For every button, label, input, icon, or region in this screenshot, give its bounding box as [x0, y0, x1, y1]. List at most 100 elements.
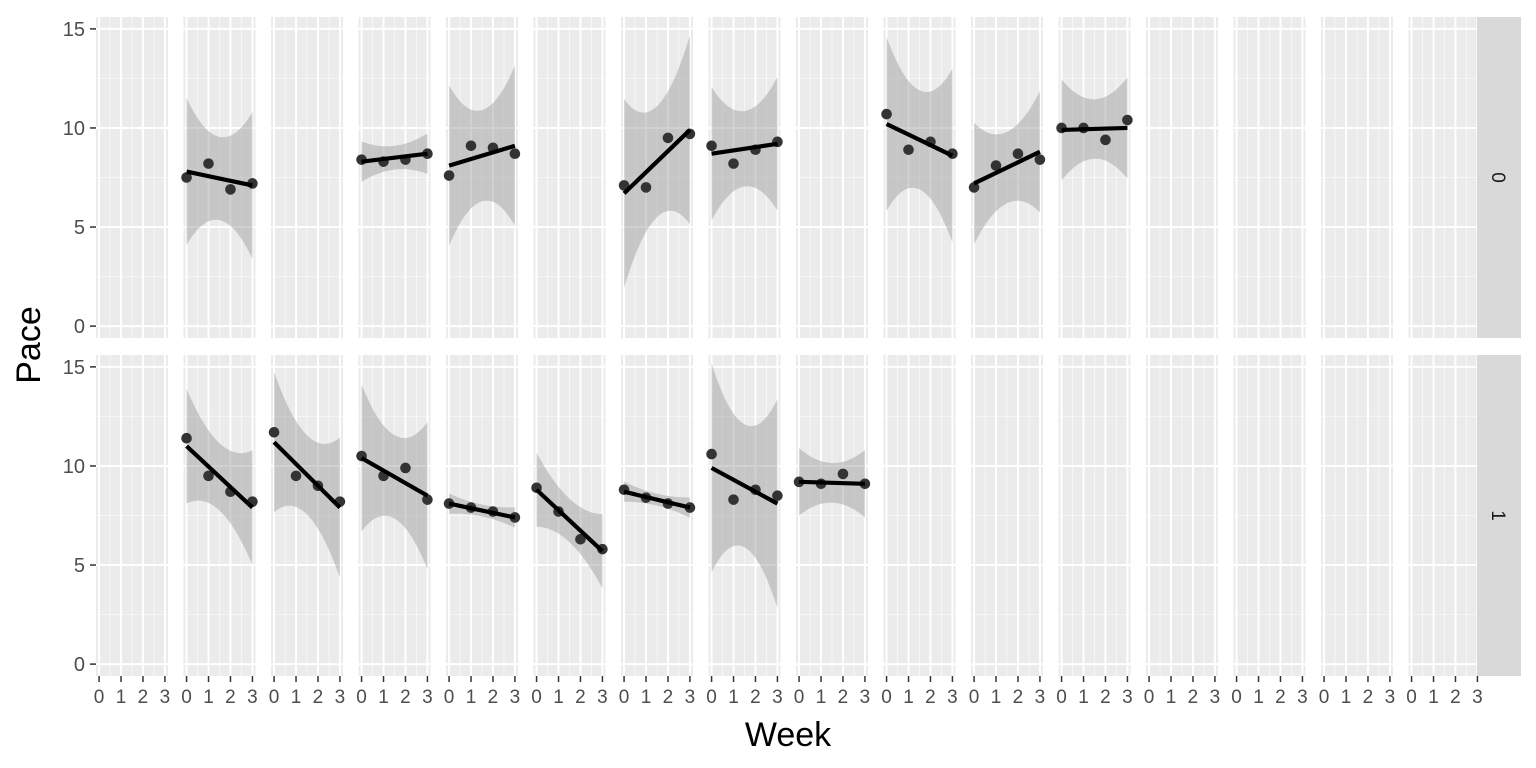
- data-point: [968, 182, 980, 193]
- facet-panel: [1321, 17, 1393, 338]
- y-tick-label: 15: [63, 19, 85, 41]
- data-point: [903, 144, 914, 156]
- data-point: [881, 108, 892, 120]
- x-tick-label: 1: [466, 687, 477, 708]
- x-tick-label: 1: [1078, 687, 1089, 708]
- regression-line: [1061, 125, 1128, 133]
- x-tick-label: 1: [1166, 687, 1177, 708]
- facet-panel: [181, 355, 258, 676]
- x-tick-label: 0: [706, 687, 717, 708]
- row-strip: [1477, 355, 1521, 676]
- x-tick-label: 0: [794, 687, 805, 708]
- x-tick-label: 1: [378, 687, 389, 708]
- y-tick-label: 15: [63, 357, 85, 379]
- x-tick-label: 1: [1341, 687, 1352, 708]
- x-tick-label: 2: [750, 687, 761, 708]
- x-tick-label: 3: [510, 687, 521, 708]
- x-tick-label: 0: [619, 687, 630, 708]
- x-tick-label: 2: [1450, 687, 1461, 708]
- data-point: [662, 132, 674, 144]
- facet-panel: [881, 17, 958, 338]
- facet-panel: [1058, 355, 1131, 676]
- x-tick-label: 2: [663, 687, 674, 708]
- facet-panel: [618, 355, 696, 676]
- x-tick-label: 2: [1100, 687, 1111, 708]
- x-tick-label: 0: [881, 687, 892, 708]
- x-tick-label: 3: [1210, 687, 1221, 708]
- x-tick-label: 2: [575, 687, 586, 708]
- x-tick-label: 1: [553, 687, 564, 708]
- x-tick-label: 0: [531, 687, 542, 708]
- facet-panel: [1056, 17, 1133, 338]
- facet-panel: [356, 355, 433, 676]
- x-tick-label: 2: [1363, 687, 1374, 708]
- data-point: [859, 478, 871, 490]
- x-tick-label: 1: [728, 687, 739, 708]
- x-tick-label: 3: [1297, 687, 1308, 708]
- x-tick-label: 3: [597, 687, 608, 708]
- regression-line: [623, 489, 691, 510]
- facet-panel: [96, 355, 168, 676]
- data-point: [465, 140, 477, 152]
- x-tick-label: 1: [641, 687, 652, 708]
- data-point: [575, 533, 586, 545]
- facet-panel: [971, 355, 1043, 676]
- y-tick-label: 10: [63, 118, 85, 140]
- y-tick-label: 5: [74, 555, 85, 577]
- x-tick-label: 2: [313, 687, 324, 708]
- x-tick-label: 3: [685, 687, 696, 708]
- regression-line: [272, 440, 342, 510]
- regression-line: [361, 151, 428, 164]
- x-tick-label: 2: [488, 687, 499, 708]
- facet-panel: [268, 355, 346, 676]
- x-tick-label: 2: [400, 687, 411, 708]
- panels-layer: [96, 17, 1481, 676]
- regression-line: [535, 488, 604, 553]
- data-point: [400, 462, 411, 474]
- data-point: [640, 182, 652, 193]
- y-tick-label: 10: [63, 456, 85, 478]
- x-tick-label: 3: [947, 687, 958, 708]
- data-point: [1034, 154, 1046, 165]
- data-point: [443, 170, 455, 181]
- x-tick-label: 2: [925, 687, 936, 708]
- x-tick-label: 3: [335, 687, 346, 708]
- y-tick-label: 5: [74, 217, 85, 239]
- facet-panel: [883, 355, 956, 676]
- x-tick-label: 2: [838, 687, 849, 708]
- regression-line: [973, 149, 1041, 186]
- x-tick-label: 1: [1428, 687, 1439, 708]
- data-point: [422, 494, 433, 505]
- data-point: [772, 490, 783, 501]
- data-point: [706, 448, 717, 460]
- facet-panel: [1321, 355, 1393, 676]
- x-tick-label: 0: [1406, 687, 1417, 708]
- facet-panel: [1146, 355, 1218, 676]
- data-point: [181, 432, 192, 444]
- data-point: [203, 158, 214, 169]
- x-tick-label: 2: [225, 687, 236, 708]
- x-tick-label: 1: [903, 687, 914, 708]
- facet-panel: [531, 355, 608, 676]
- x-tick-label: 0: [1319, 687, 1330, 708]
- x-tick-label: 0: [1056, 687, 1067, 708]
- x-tick-label: 1: [816, 687, 827, 708]
- data-point: [728, 158, 739, 169]
- x-tick-label: 0: [969, 687, 980, 708]
- x-tick-label: 0: [269, 687, 280, 708]
- row-strip-label: 1: [1487, 510, 1508, 521]
- data-point: [268, 426, 280, 438]
- x-tick-label: 2: [1188, 687, 1199, 708]
- x-tick-label: 2: [138, 687, 149, 708]
- data-point: [509, 148, 521, 160]
- regression-line: [360, 456, 429, 498]
- facet-panel: [618, 17, 696, 338]
- regression-line: [448, 501, 516, 520]
- regression-line: [799, 479, 865, 486]
- facet-panel: [968, 17, 1046, 338]
- facet-panel: [796, 17, 868, 338]
- data-point: [203, 470, 214, 482]
- facet-panel: [96, 17, 168, 338]
- row-strip-label: 0: [1487, 172, 1508, 183]
